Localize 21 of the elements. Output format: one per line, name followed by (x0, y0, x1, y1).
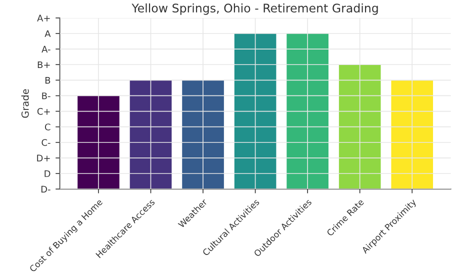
text: D+ (37, 154, 50, 162)
chart-title: Yellow Springs, Ohio - Retirement Grading (132, 3, 378, 15)
text: D- (41, 186, 50, 192)
text: A- (42, 46, 50, 52)
bar (130, 80, 172, 190)
text: C (44, 124, 50, 130)
bar (78, 96, 120, 190)
text: B+ (38, 61, 50, 68)
text: C- (42, 139, 50, 146)
text: B- (42, 92, 50, 100)
y-axis-title: Grade (21, 89, 29, 118)
text: D (44, 170, 50, 177)
bar (391, 80, 434, 190)
text: A (44, 30, 51, 37)
bar (338, 64, 381, 190)
text: B (45, 77, 50, 84)
text: C+ (37, 108, 50, 115)
bar (234, 33, 276, 190)
text: A+ (37, 14, 50, 22)
bar (182, 80, 224, 190)
bar (286, 33, 328, 190)
